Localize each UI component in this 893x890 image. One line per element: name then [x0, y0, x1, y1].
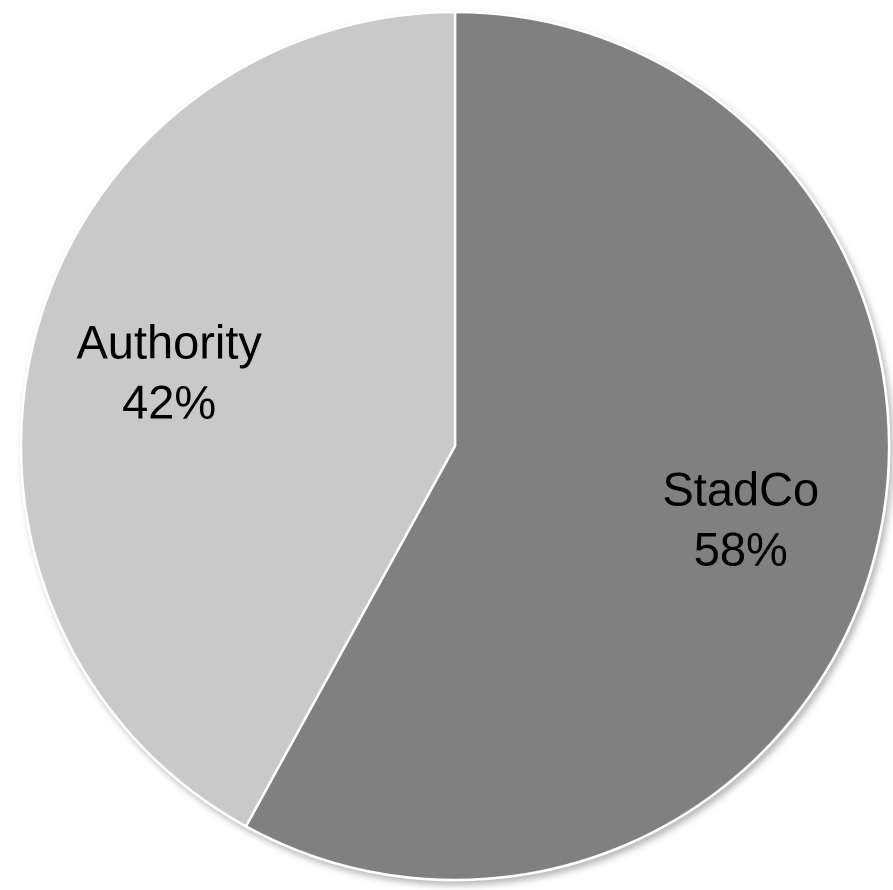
slice-label-percent-authority: 42%	[122, 376, 216, 429]
pie-slice-stadco	[244, 10, 891, 882]
pie-labels: StadCo 58% Authority 42%	[76, 316, 819, 576]
slice-label-name-authority: Authority	[76, 316, 262, 369]
pie-slice-authority	[19, 10, 457, 828]
slice-label-percent-stadco: 58%	[694, 522, 788, 575]
slice-label-name-stadco: StadCo	[662, 462, 819, 515]
pie-slices	[19, 10, 891, 882]
